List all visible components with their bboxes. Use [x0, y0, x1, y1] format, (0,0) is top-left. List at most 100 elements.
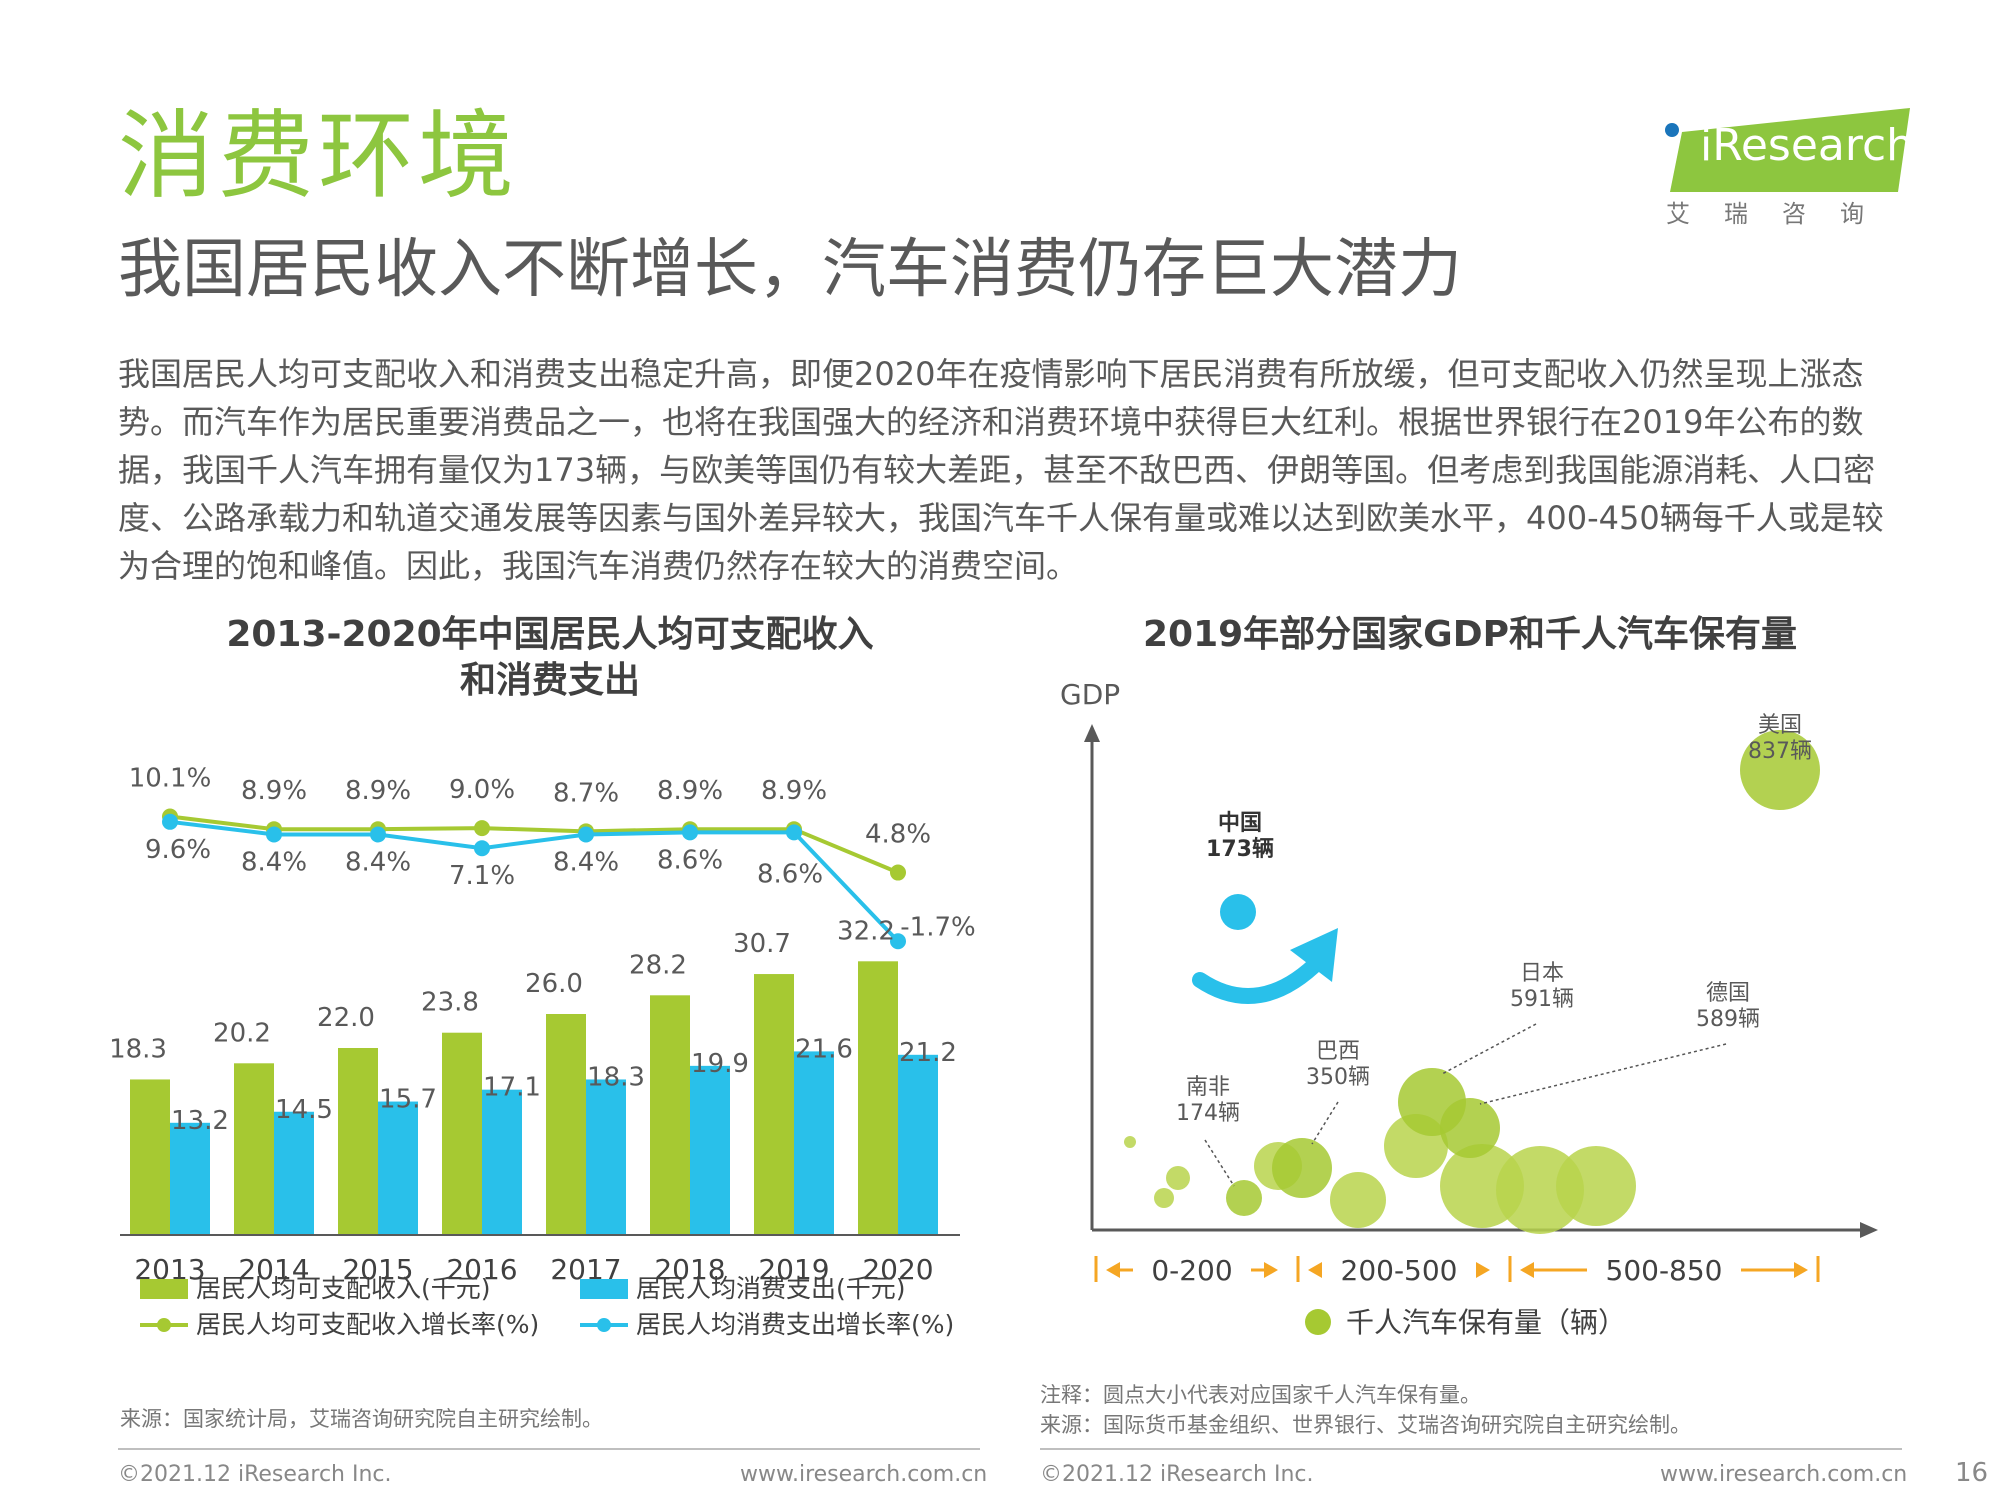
income-bar-label: 18.3 — [110, 1034, 167, 1064]
footer-rule-left — [118, 1448, 980, 1450]
band-label: 0-200 — [1151, 1254, 1232, 1287]
legend-swatch — [580, 1279, 628, 1299]
consumption-bar-label: 21.2 — [899, 1038, 957, 1068]
country-bubble-中国 — [1220, 894, 1256, 930]
country-value-label: 173辆 — [1206, 836, 1274, 862]
consumption-growth-label: 8.6% — [657, 845, 723, 875]
country-bubble — [1556, 1146, 1636, 1226]
income-growth-label: 8.9% — [657, 776, 723, 806]
country-bubble — [1124, 1136, 1136, 1148]
consumption-growth-label: 8.4% — [345, 847, 411, 877]
income-bar — [130, 1079, 170, 1235]
consumption-bar — [690, 1065, 730, 1235]
growth-arrow-icon — [1192, 952, 1328, 1004]
band-arrowhead-left — [1520, 1262, 1534, 1278]
consumption-bar-label: 13.2 — [171, 1106, 229, 1136]
consumption-growth-point — [370, 826, 386, 843]
consumption-growth-label: 8.6% — [757, 859, 823, 889]
consumption-bar — [170, 1122, 210, 1235]
bar-chart-title-line2: 和消费支出 — [459, 660, 640, 701]
page-number: 16 — [1955, 1458, 1989, 1488]
income-bar — [546, 1014, 586, 1235]
consumption-bar — [794, 1051, 834, 1235]
country-name-label: 美国 — [1758, 713, 1802, 738]
bar-chart-title-line1: 2013-2020年中国居民人均可支配收入 — [226, 614, 874, 655]
leader-line — [1441, 1023, 1537, 1075]
income-growth-label: 4.8% — [865, 820, 931, 850]
consumption-bar-label: 17.1 — [483, 1073, 541, 1103]
consumption-bar-label: 15.7 — [379, 1085, 437, 1115]
income-growth-point — [890, 864, 906, 881]
country-value-label: 591辆 — [1510, 987, 1574, 1012]
bar-group: 18.3 13.2 20.2 14.5 22.0 15.7 23.8 17.1 26.0 18.3… — [110, 916, 957, 1235]
consumption-growth-point — [786, 824, 802, 841]
consumption-growth-point — [890, 933, 906, 950]
income-growth-label: 9.0% — [449, 775, 515, 805]
income-growth-line — [169, 814, 899, 875]
scatter-x-bands: 0-200 200-500 500-850 — [1094, 1254, 1820, 1287]
band-label: 500-850 — [1606, 1254, 1723, 1287]
growth-rate-lines: 10.1% 8.9% 8.9% 9.0% 8.7% 8.9% 4.8% 9.6% 8.4% 8.4… — [129, 764, 976, 950]
band-arrowhead-right — [1476, 1262, 1490, 1278]
leader-line — [1204, 1139, 1235, 1187]
legend-label: 居民人均可支配收入增长率(%) — [196, 1310, 539, 1339]
consumption-bar — [482, 1089, 522, 1235]
logo-badge-shape — [1665, 108, 1910, 192]
legend-swatch-dot — [157, 1318, 171, 1332]
legend-bubble-swatch — [1305, 1309, 1331, 1335]
income-bar-label: 30.7 — [733, 929, 791, 959]
income-consumption-chart: 10.1% 8.9% 8.9% 9.0% 8.7% 8.9% 4.8% 9.6% 8.4% 8.4… — [110, 764, 976, 1339]
logo-brand-text: iResearch — [1700, 120, 1915, 171]
legend-swatch — [140, 1279, 188, 1299]
consumption-growth-point — [682, 824, 698, 841]
income-bar-label: 23.8 — [421, 988, 479, 1018]
income-bar-label: 26.0 — [525, 969, 583, 999]
x-tick-label: 2020 — [862, 1253, 933, 1286]
consumption-growth-label: 7.1% — [449, 861, 515, 891]
footer-copyright-right: ©2021.12 iResearch Inc. — [1040, 1462, 1314, 1487]
bar-chart-source: 来源：国家统计局，艾瑞咨询研究院自主研究绘制。 — [120, 1407, 603, 1431]
income-growth-label: 8.7% — [553, 778, 619, 808]
consumption-bar-label: 21.6 — [795, 1034, 853, 1064]
consumption-growth-point — [266, 826, 282, 843]
scatter-legend: 千人汽车保有量（辆） — [1305, 1306, 1626, 1339]
footer-url-left: www.iresearch.com.cn — [740, 1462, 988, 1487]
country-bubble — [1330, 1172, 1386, 1228]
scatter-x-axis-arrow — [1860, 1222, 1878, 1238]
legend-swatch-dot — [597, 1318, 611, 1332]
country-value-label: 350辆 — [1306, 1065, 1370, 1090]
income-growth-point — [474, 820, 490, 837]
income-bar-label: 22.0 — [317, 1003, 375, 1033]
country-bubble-美国 — [1740, 730, 1820, 810]
country-bubble-巴西 — [1272, 1138, 1332, 1198]
country-value-label: 589辆 — [1696, 1007, 1760, 1032]
band-label: 200-500 — [1341, 1254, 1458, 1287]
country-name-label: 日本 — [1520, 961, 1564, 986]
page-headline: 我国居民收入不断增长，汽车消费仍存巨大潜力 — [118, 233, 1462, 307]
income-growth-label: 8.9% — [761, 776, 827, 806]
band-arrowhead-left — [1106, 1262, 1120, 1278]
leader-line — [1479, 1043, 1727, 1105]
scatter-y-axis-arrow — [1084, 724, 1100, 742]
consumption-growth-label: -1.7% — [900, 912, 975, 942]
scatter-y-axis-label: GDP — [1060, 678, 1120, 711]
consumption-bar — [378, 1101, 418, 1235]
income-bar-label: 28.2 — [629, 950, 687, 980]
leader-line — [1311, 1101, 1339, 1145]
footer-rule-right — [1040, 1448, 1902, 1450]
income-bar-label: 32.2 — [837, 916, 895, 946]
income-bar — [442, 1032, 482, 1235]
footer-url-right: www.iresearch.com.cn — [1660, 1462, 1908, 1487]
country-value-label: 174辆 — [1176, 1101, 1240, 1126]
consumption-growth-label: 8.4% — [241, 847, 307, 877]
consumption-growth-line — [169, 819, 900, 943]
body-paragraph: 我国居民人均可支配收入和消费支出稳定升高，即便2020年在疫情影响下居民消费有所… — [118, 355, 1884, 585]
band-arrowhead-right — [1794, 1262, 1808, 1278]
consumption-growth-label: 8.4% — [553, 847, 619, 877]
country-name-label: 中国 — [1218, 811, 1262, 836]
consumption-bar — [898, 1054, 938, 1235]
country-bubble — [1154, 1188, 1174, 1208]
growth-arrowhead-icon — [1290, 928, 1338, 982]
